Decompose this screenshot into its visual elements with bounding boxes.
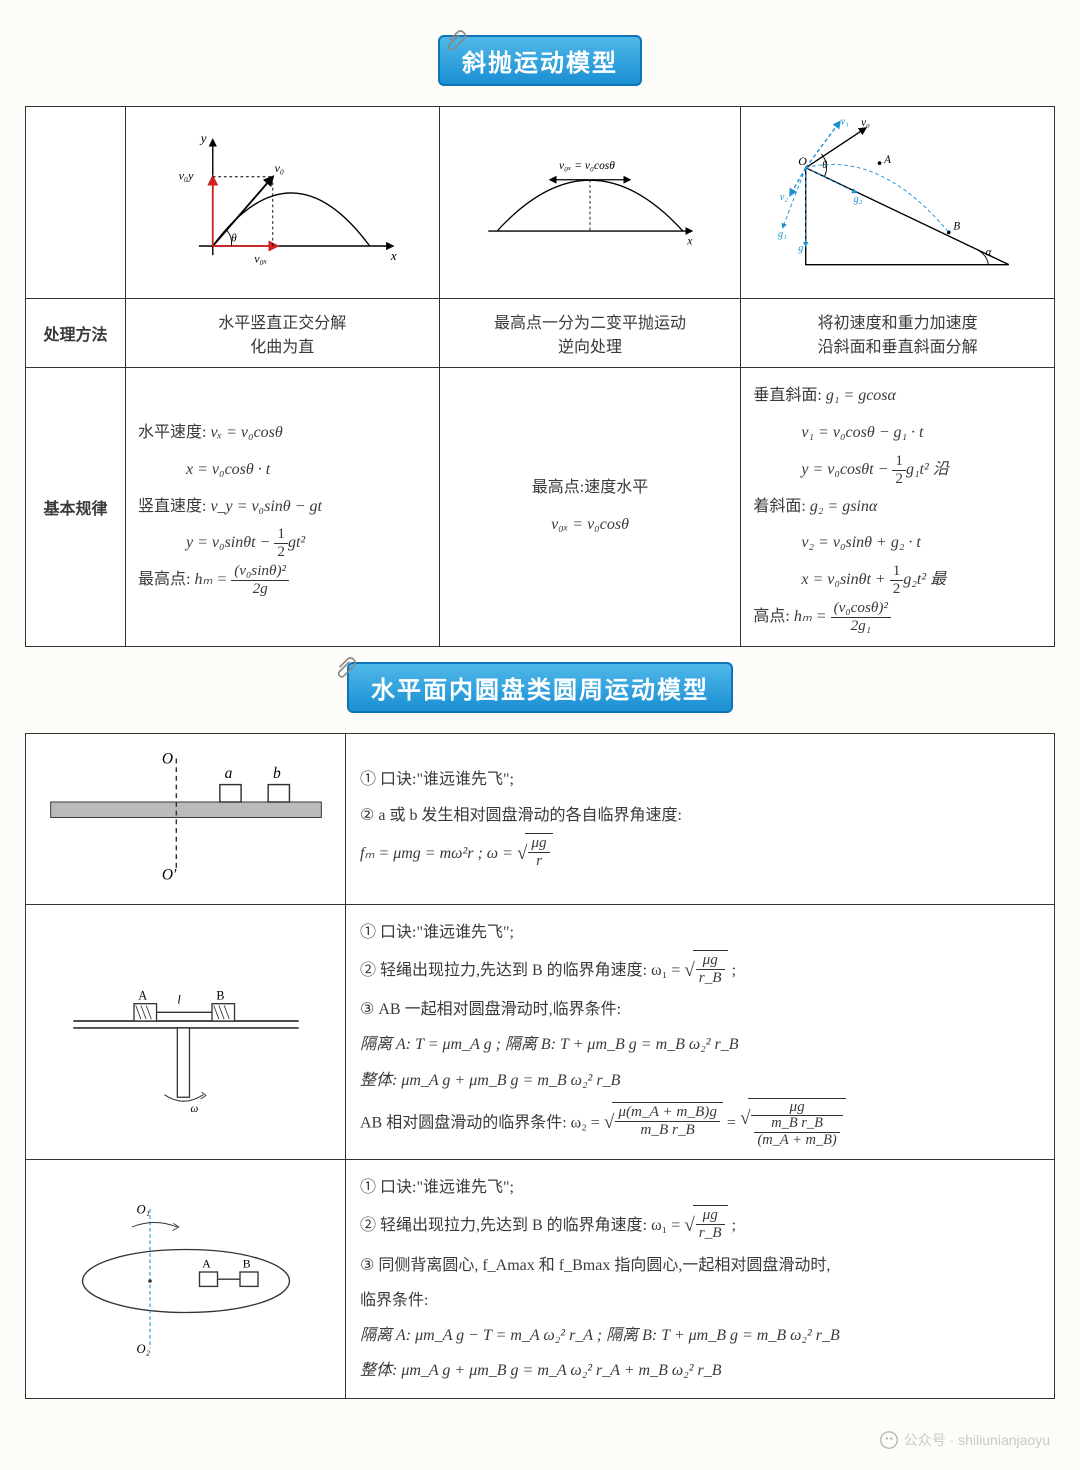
rules-1: 水平速度: vₓ = v₀cosθ x = v₀cosθ · t 竖直速度: v… <box>126 368 440 647</box>
svg-text:O: O <box>161 750 172 767</box>
method-1: 水平竖直正交分解 化曲为直 <box>126 299 440 368</box>
txt2-2: ① 口诀:"谁远谁先飞"; ② 轻绳出现拉力,先达到 B 的临界角速度: ω₁ … <box>346 904 1055 1159</box>
blank-header <box>26 107 126 299</box>
txt2-3: ① 口诀:"谁远谁先飞"; ② 轻绳出现拉力,先达到 B 的临界角速度: ω₁ … <box>346 1160 1055 1399</box>
svg-text:v₀: v₀ <box>861 117 870 129</box>
svg-text:x: x <box>686 235 693 247</box>
svg-text:g₁: g₁ <box>778 229 787 240</box>
svg-text:θ: θ <box>822 160 827 171</box>
watermark: 公众号 · shiliunianjaoyu <box>880 1430 1050 1450</box>
diag2-2: A B l ω <box>26 904 346 1159</box>
svg-text:ω: ω <box>190 1103 198 1115</box>
method-label: 处理方法 <box>26 299 126 368</box>
svg-text:v₀ₓ: v₀ₓ <box>255 252 268 266</box>
diagram-3: α O v₀ v₁ v₂ θ A B g g₁ g₂ <box>741 107 1055 299</box>
section-title-1-text: 斜抛运动模型 <box>438 35 642 86</box>
wechat-icon <box>880 1431 898 1449</box>
method-3: 将初速度和重力加速度 沿斜面和垂直斜面分解 <box>741 299 1055 368</box>
svg-text:α: α <box>985 246 991 258</box>
svg-text:g: g <box>798 243 803 254</box>
rules-label: 基本规律 <box>26 368 126 647</box>
paperclip-icon <box>332 652 358 683</box>
diagram-2: x v₀ₓ = v₀cosθ <box>439 107 741 299</box>
svg-text:O₁: O₁ <box>136 1203 149 1217</box>
svg-text:v₁: v₁ <box>840 117 848 127</box>
section-title-1: 斜抛运动模型 <box>25 35 1055 86</box>
method-2: 最高点一分为二变平抛运动 逆向处理 <box>439 299 741 368</box>
svg-text:B: B <box>953 221 960 233</box>
svg-text:a: a <box>224 765 232 782</box>
svg-text:x: x <box>390 248 397 263</box>
svg-text:b: b <box>273 765 281 782</box>
svg-text:B: B <box>242 1258 250 1271</box>
svg-text:A: A <box>202 1258 211 1271</box>
paperclip-icon <box>442 25 468 56</box>
rules-3: 垂直斜面: g₁ = gcosα v₁ = v₀cosθ − g₁ · t y … <box>741 368 1055 647</box>
svg-text:v₀ₓ = v₀cosθ: v₀ₓ = v₀cosθ <box>559 160 615 172</box>
svg-text:y: y <box>199 131 207 146</box>
projectile-table: x y v₀ v₀y v₀ₓ θ x <box>25 106 1055 647</box>
svg-text:A: A <box>883 154 891 166</box>
svg-text:l: l <box>177 992 181 1006</box>
txt2-1: ① 口诀:"谁远谁先飞"; ② a 或 b 发生相对圆盘滑动的各自临界角速度: … <box>346 733 1055 904</box>
svg-text:g₂: g₂ <box>853 194 862 205</box>
section-title-2: 水平面内圆盘类圆周运动模型 <box>25 662 1055 713</box>
rules-2: 最高点:速度水平 v₀ₓ = v₀cosθ <box>439 368 741 647</box>
svg-text:O: O <box>798 154 807 168</box>
svg-text:v₂: v₂ <box>780 192 789 203</box>
watermark-text: 公众号 · shiliunianjaoyu <box>904 1430 1050 1450</box>
diag2-3: O₁ O₂ A B <box>26 1160 346 1399</box>
circular-motion-table: O O′ a b ① 口诀:"谁远谁先飞"; ② a 或 b 发生相对圆盘滑动的… <box>25 733 1055 1400</box>
svg-text:v₀: v₀ <box>275 161 285 175</box>
svg-text:O′: O′ <box>161 866 176 883</box>
svg-text:θ: θ <box>232 233 238 245</box>
diagram-1: x y v₀ v₀y v₀ₓ θ <box>126 107 440 299</box>
svg-text:O₂: O₂ <box>136 1342 150 1356</box>
svg-text:v₀y: v₀y <box>179 169 194 183</box>
section-title-2-text: 水平面内圆盘类圆周运动模型 <box>347 662 733 713</box>
svg-text:B: B <box>216 988 224 1002</box>
svg-text:A: A <box>138 988 147 1002</box>
diag2-1: O O′ a b <box>26 733 346 904</box>
